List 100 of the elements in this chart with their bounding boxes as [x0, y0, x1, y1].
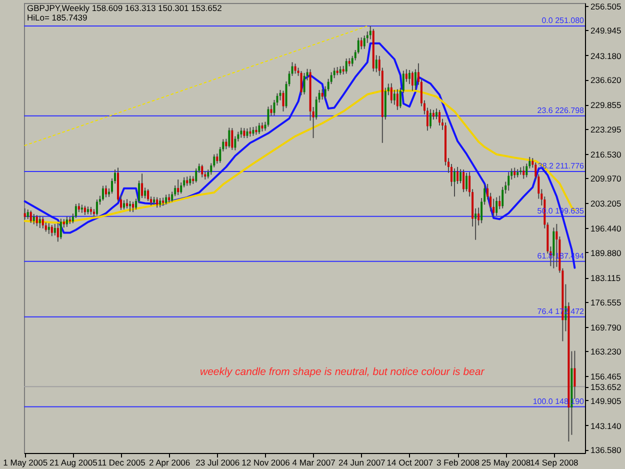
ref-line-label: 0.0 251.080 — [542, 16, 585, 26]
candlestick — [36, 214, 38, 227]
candlestick — [159, 198, 162, 208]
candlestick — [474, 208, 477, 240]
candlestick — [429, 108, 432, 129]
candlestick — [126, 198, 128, 209]
x-tick-label: 14 Sep 2008 — [530, 458, 579, 468]
y-tick-label: 176.555 — [590, 297, 622, 308]
candlestick — [180, 182, 182, 194]
candlestick — [432, 109, 434, 120]
candlestick — [38, 215, 41, 228]
candlestick — [246, 128, 248, 139]
y-tick-label: 189.880 — [590, 248, 622, 258]
candlestick — [243, 128, 246, 139]
candlestick — [393, 89, 396, 106]
y-tick-label: 136.580 — [590, 445, 622, 456]
y-tick-label: 156.465 — [590, 372, 622, 382]
candlestick — [48, 222, 50, 234]
candlestick — [396, 88, 398, 110]
candlestick — [514, 167, 516, 179]
candlestick — [303, 72, 306, 95]
candlestick — [96, 199, 98, 216]
candlestick — [156, 196, 158, 208]
candlestick — [411, 70, 414, 92]
candlestick — [165, 194, 168, 205]
y-tick-label: 143.140 — [590, 420, 622, 431]
x-tick-label: 4 Mar 2007 — [292, 458, 336, 468]
candlestick — [438, 109, 440, 126]
candlestick — [360, 36, 362, 50]
candlestick — [24, 208, 26, 220]
x-tick-label: 11 Dec 2005 — [98, 458, 146, 468]
x-tick-label: 2 Apr 2006 — [149, 458, 190, 468]
candlestick — [240, 127, 242, 138]
candlestick — [132, 201, 134, 213]
candlestick — [390, 82, 392, 104]
candlestick — [56, 222, 59, 242]
candlestick — [30, 210, 32, 224]
candlestick — [282, 90, 284, 112]
y-tick-label: 169.790 — [590, 322, 622, 332]
y-tick-label: 163.230 — [590, 346, 622, 357]
candlestick — [231, 128, 234, 150]
candlestick — [460, 168, 462, 184]
y-tick-label: 209.970 — [590, 174, 622, 184]
candlestick — [177, 179, 180, 196]
candlestick — [102, 185, 104, 202]
x-tick-label: 12 Nov 2006 — [242, 458, 290, 468]
candlestick — [454, 168, 456, 198]
x-tick-label: 14 Oct 2007 — [386, 458, 434, 468]
y-tick-label: 216.530 — [590, 149, 622, 160]
candlestick — [201, 164, 204, 178]
y-tick-label: 203.205 — [590, 198, 622, 209]
candlestick — [234, 136, 236, 151]
annotation: weekly candle from shape is neutral, but notice colour is bear — [200, 366, 485, 378]
candlestick — [456, 166, 459, 184]
candlestick — [54, 223, 56, 236]
x-tick-label: 1 May 2005 — [3, 458, 48, 468]
candlestick — [270, 104, 272, 116]
candlestick — [32, 213, 35, 225]
y-tick-label: 183.115 — [590, 273, 621, 284]
candlestick — [84, 205, 86, 216]
x-tick-label: 21 Aug 2005 — [50, 458, 98, 468]
y-tick-label: 256.505 — [590, 1, 622, 12]
y-tick-label: 243.180 — [590, 50, 622, 61]
y-tick-label: 229.855 — [590, 100, 622, 110]
candlestick — [144, 187, 146, 199]
candlestick — [321, 88, 324, 100]
candlestick — [195, 168, 198, 183]
y-tick-label: 196.440 — [590, 224, 622, 234]
candlestick — [405, 68, 408, 82]
candlestick — [147, 188, 150, 202]
x-tick-label: 23 Jul 2006 — [196, 458, 240, 468]
x-tick-label: 25 May 2008 — [482, 458, 531, 468]
x-tick-label: 24 Jun 2007 — [338, 458, 386, 468]
chart-title: GBPJPY,Weekly 158.609 163.313 150.301 153.652 — [27, 3, 222, 13]
x-tick-label: 3 Feb 2008 — [436, 458, 480, 468]
candlestick — [228, 127, 230, 148]
candlestick — [408, 69, 410, 85]
candlestick — [104, 184, 107, 198]
candlestick — [363, 35, 366, 50]
candlestick — [574, 350, 576, 400]
candlestick — [123, 200, 126, 210]
candlestick — [498, 195, 501, 210]
candlestick — [435, 108, 438, 120]
candlestick — [300, 70, 302, 96]
ref-line-label: 23.6 226.798 — [537, 106, 585, 115]
y-tick-label: 223.295 — [590, 124, 622, 134]
candlestick — [375, 54, 378, 73]
candlestick — [258, 122, 260, 135]
candlestick — [462, 169, 465, 193]
candlestick — [216, 153, 218, 164]
text: HiLo= 185.7439 — [27, 12, 88, 22]
candlestick — [66, 216, 68, 228]
candlestick — [60, 218, 62, 240]
candlestick — [345, 58, 348, 74]
candlestick — [522, 166, 525, 180]
candlestick — [466, 172, 468, 192]
y-tick-label: 249.945 — [590, 26, 622, 36]
candlestick — [26, 208, 29, 220]
candlestick — [74, 203, 77, 219]
candlestick — [42, 216, 44, 229]
